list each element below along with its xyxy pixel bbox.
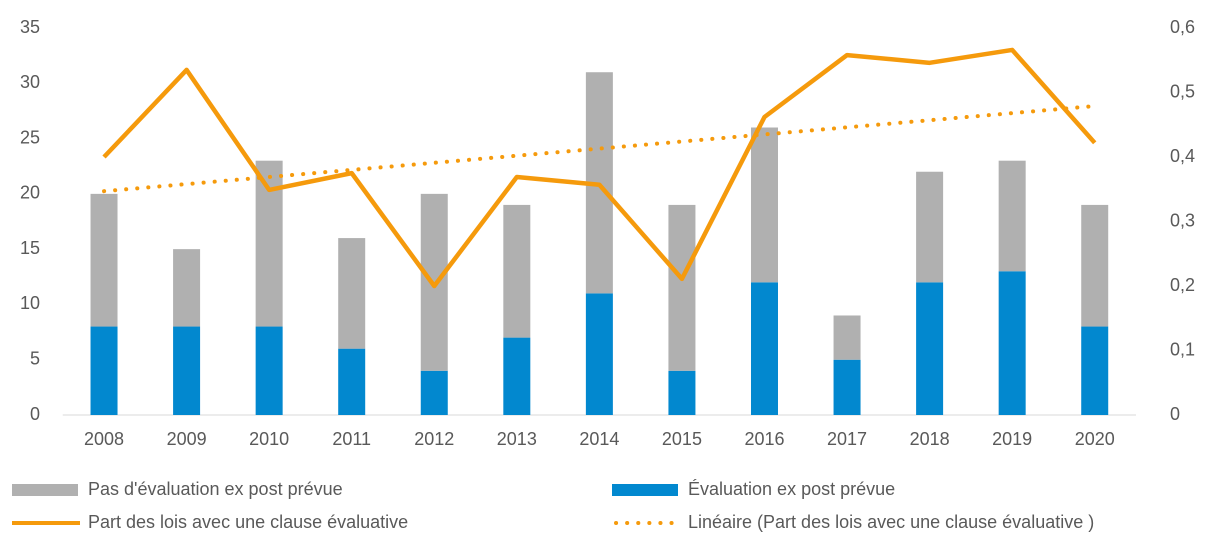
bar [916,282,944,415]
y-tick-label: 35 [20,17,40,37]
trend-line [102,104,1097,194]
bar [503,204,531,338]
bar [90,193,118,327]
y-tick-label: 20 [20,183,40,203]
x-tick-label: 2016 [744,429,784,449]
bar [173,249,201,327]
legend-swatch [612,484,678,496]
bar [338,238,366,349]
legend-swatch [12,484,78,496]
bar [503,337,531,415]
x-tick-label: 2020 [1075,429,1115,449]
y-tick-label: 10 [20,293,40,313]
legend-label: Part des lois avec une clause évaluative [88,512,408,532]
bar [833,315,861,360]
x-tick-label: 2017 [827,429,867,449]
x-tick-label: 2011 [332,429,371,449]
bar [998,271,1026,415]
x-tick-label: 2015 [662,429,702,449]
bar [668,204,696,371]
bar [1081,326,1109,415]
bar [420,370,448,415]
y-tick-label: 15 [20,238,40,258]
bar [90,326,118,415]
bar [998,160,1026,272]
bar [750,127,778,283]
bar [1081,204,1109,327]
bar [668,370,696,415]
bar [255,160,283,327]
x-tick-label: 2010 [249,429,289,449]
bar [833,359,861,415]
y2-tick-label: 0,5 [1170,81,1195,101]
x-tick-label: 2012 [414,429,454,449]
y2-tick-label: 0,6 [1170,17,1195,37]
y2-tick-label: 0 [1170,404,1180,424]
bar [585,293,613,415]
y-tick-label: 25 [20,127,40,147]
y-tick-label: 0 [30,404,40,424]
bar [255,326,283,415]
bar [750,282,778,415]
x-tick-label: 2014 [579,429,619,449]
y2-tick-label: 0,3 [1170,210,1195,230]
bar [338,348,366,415]
y2-tick-label: 0,1 [1170,339,1195,359]
legend-label: Évaluation ex post prévue [688,479,895,499]
x-tick-label: 2008 [84,429,124,449]
y2-tick-label: 0,2 [1170,275,1195,295]
bar [916,171,944,283]
y2-tick-label: 0,4 [1170,146,1195,166]
x-tick-label: 2009 [167,429,207,449]
legend-label: Linéaire (Part des lois avec une clause … [688,512,1094,532]
line [102,47,1097,289]
y-tick-label: 30 [20,72,40,92]
x-tick-label: 2013 [497,429,537,449]
legend-label: Pas d'évaluation ex post prévue [88,479,343,499]
x-tick-label: 2018 [910,429,950,449]
y-tick-label: 5 [30,348,40,368]
bar [173,326,201,415]
x-tick-label: 2019 [992,429,1032,449]
